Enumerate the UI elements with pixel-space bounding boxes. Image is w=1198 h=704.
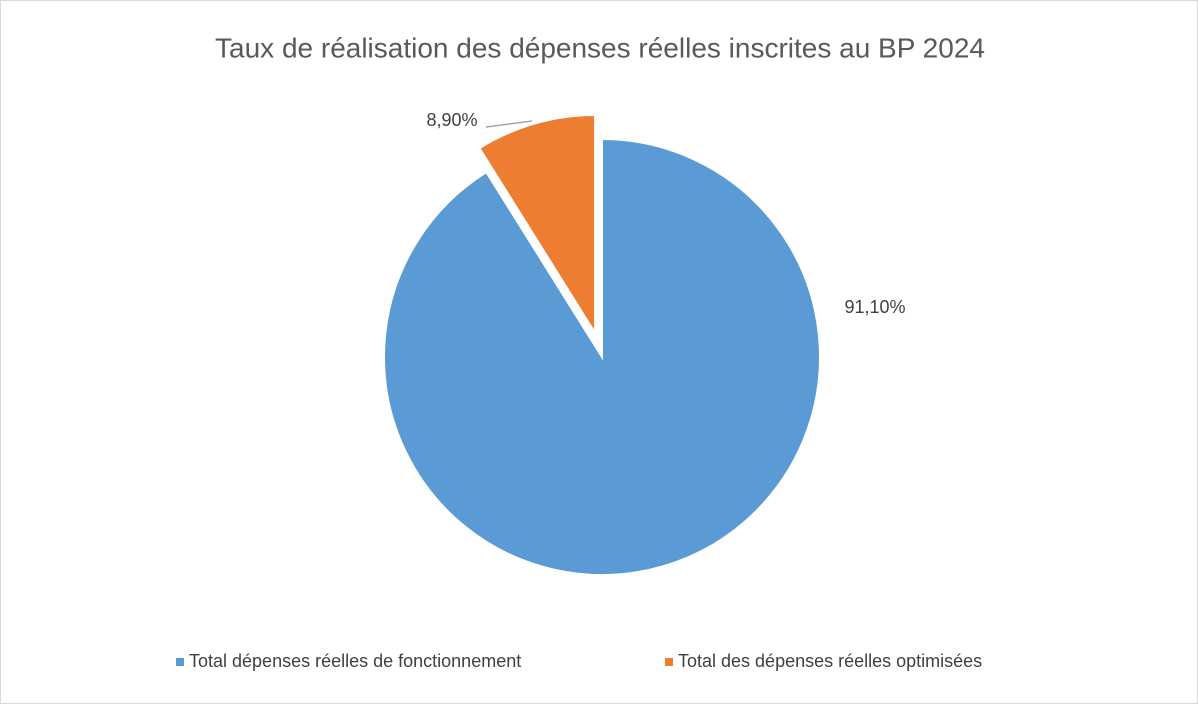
pie bbox=[383, 113, 821, 576]
legend-swatch bbox=[665, 658, 673, 666]
pie-slice bbox=[383, 137, 821, 576]
legend-label: Total dépenses réelles de fonctionnement bbox=[189, 651, 521, 671]
legend-label: Total des dépenses réelles optimisées bbox=[678, 651, 982, 671]
data-label: 8,90% bbox=[426, 110, 477, 130]
chart-title: Taux de réalisation des dépenses réelles… bbox=[215, 32, 985, 63]
leader-line bbox=[485, 120, 533, 128]
pie-slice bbox=[478, 113, 597, 337]
data-label: 91,10% bbox=[844, 297, 905, 317]
legend-swatch bbox=[176, 658, 184, 666]
